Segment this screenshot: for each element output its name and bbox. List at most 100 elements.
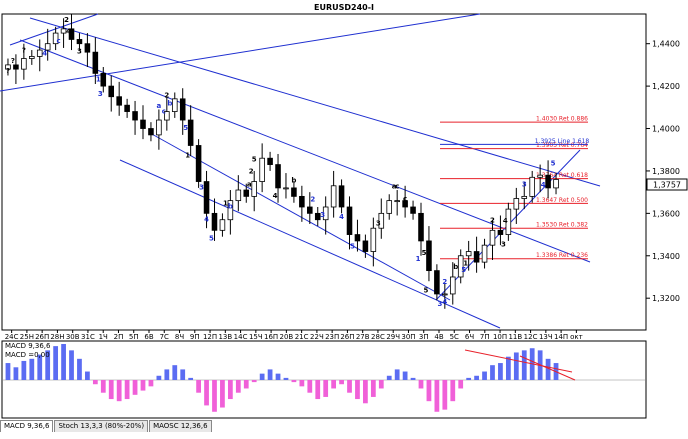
price-candle (251, 170, 257, 212)
macd-bar (148, 380, 154, 387)
macd-bar (29, 358, 35, 380)
wave-label: 4 (66, 27, 71, 35)
price-candle (362, 234, 369, 258)
wave-label: a (392, 183, 397, 191)
price-candle (235, 175, 242, 212)
chart-title: EURUSD240-I (314, 3, 374, 12)
macd-bar (513, 352, 519, 380)
macd-bar (69, 350, 74, 380)
macd-bar (21, 360, 27, 380)
price-candle (68, 14, 75, 51)
price-candle (457, 249, 464, 284)
macd-bar (347, 380, 352, 393)
macd-bar (180, 369, 186, 380)
time-tick-label: 11В (508, 333, 522, 341)
price-candle (513, 187, 520, 224)
price-candle (100, 67, 107, 93)
current-price-label: 1,3757 (653, 181, 681, 190)
tab-macd[interactable]: MACD 9,36,6 (0, 420, 54, 432)
wave-label: 1 (96, 75, 101, 83)
macd-bar (85, 371, 90, 380)
tab-stoch[interactable]: Stoch 13,3,3 (80%-20%) (54, 420, 149, 432)
price-candle (473, 236, 480, 273)
wave-label: 5 (209, 234, 214, 242)
price-candle (449, 262, 456, 305)
macd-signal-lines (464, 349, 576, 381)
trend-line (19, 39, 591, 263)
macd-bar (212, 380, 217, 412)
price-candle (410, 200, 416, 220)
wave-label: 3 (376, 219, 381, 227)
macd-bar (363, 380, 368, 404)
price-candle (307, 192, 313, 224)
wave-label: b (167, 100, 172, 108)
tab-maosc[interactable]: MAOSC 12,36,6 (149, 420, 212, 432)
price-candles (5, 14, 559, 309)
time-tick-label: 30П (401, 333, 415, 341)
price-candle (346, 196, 353, 250)
price-candle (330, 170, 337, 218)
price-tick-label: 1,3200 (652, 294, 680, 303)
time-tick-label: 12П (203, 333, 217, 341)
price-candle (283, 173, 289, 199)
macd-bar (498, 363, 503, 380)
price-candle (164, 96, 170, 131)
price-candle (394, 190, 400, 216)
wave-label: 3 (501, 241, 506, 249)
price-candle (13, 54, 19, 84)
price-candle (426, 226, 432, 282)
time-tick-label: 2П (114, 333, 124, 341)
price-candle (497, 215, 504, 246)
time-tick-label: окт (570, 333, 583, 341)
wave-label: 4 (442, 298, 447, 306)
macd-bar (124, 380, 130, 400)
price-candle (537, 164, 543, 193)
retracement-label: 1.3530 Ret 0.382 (536, 222, 588, 229)
price-candle (92, 37, 99, 84)
price-candle (338, 179, 345, 214)
wave-label: a (157, 102, 162, 110)
wave-label: 3 (320, 211, 325, 219)
macd-bar (410, 377, 416, 380)
wave-label: c (57, 37, 61, 45)
time-tick-label: 15Ч (249, 333, 263, 341)
macd-bar (466, 377, 472, 380)
current-price-box (646, 178, 688, 191)
macd-bar (331, 380, 337, 389)
time-tick-label: 7С (160, 333, 169, 341)
price-candle (529, 170, 535, 203)
macd-bar (100, 380, 106, 393)
macd-bar (315, 380, 321, 400)
wave-label: 1 (416, 255, 421, 263)
price-candle (29, 50, 35, 65)
price-candle (259, 143, 265, 193)
wave-label: 1 (185, 151, 190, 159)
wave-label: 4 (42, 50, 47, 58)
macd-bar (77, 358, 82, 380)
macd-bar (355, 380, 360, 400)
price-candle (434, 264, 440, 301)
time-tick-label: 5С (450, 333, 459, 341)
price-candle (52, 26, 59, 51)
macd-bar (45, 350, 51, 380)
macd-bar (521, 350, 527, 380)
time-tick-label: 28Н (50, 333, 64, 341)
wave-label: b (228, 203, 233, 211)
time-tick-label: 1Ч (99, 333, 108, 341)
time-tick-label: 6Ч (465, 333, 474, 341)
macd-bar (545, 358, 551, 380)
time-tick-label: 6В (144, 333, 153, 341)
wave-label: ? (11, 57, 15, 65)
wave-label: b (291, 176, 296, 184)
wave-label: 2 (64, 16, 69, 24)
price-candle (227, 190, 234, 235)
price-tick-label: 1,4000 (652, 125, 680, 134)
macd-bar (283, 377, 289, 380)
wave-label: ? (22, 47, 26, 55)
wave-label: 2 (490, 216, 495, 224)
price-candle (322, 196, 329, 235)
wave-label: ? (6, 67, 10, 75)
time-tick-label: 26П (35, 333, 49, 341)
price-candle (219, 213, 226, 237)
